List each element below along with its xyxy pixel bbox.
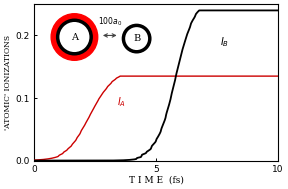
X-axis label: T I M E  (fs): T I M E (fs) bbox=[129, 176, 183, 185]
Text: $100a_0$: $100a_0$ bbox=[98, 15, 122, 28]
Text: $I_A$: $I_A$ bbox=[117, 95, 126, 109]
Y-axis label: 'ATOMIC' IONIZATIONS: 'ATOMIC' IONIZATIONS bbox=[4, 35, 12, 130]
Text: $I_B$: $I_B$ bbox=[219, 35, 229, 49]
